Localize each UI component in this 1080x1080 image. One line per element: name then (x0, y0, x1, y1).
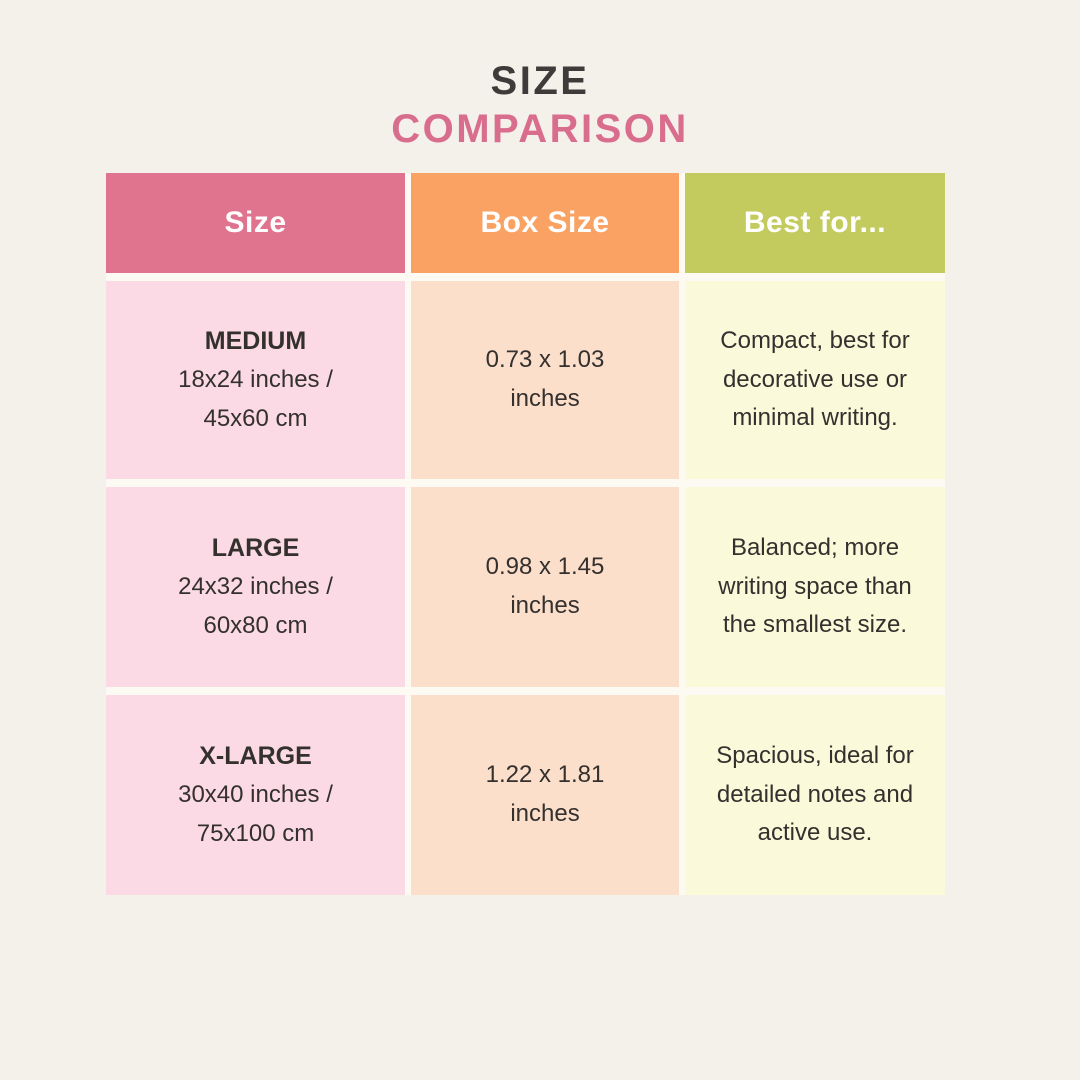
size-dimensions-inches: 18x24 inches / (178, 366, 333, 394)
best-for-cell: Balanced; more writing space than the sm… (685, 487, 945, 687)
title-line-comparison: COMPARISON (391, 107, 689, 151)
size-name: LARGE (211, 533, 300, 562)
box-size-value: 1.22 x 1.81 inches (485, 761, 605, 827)
size-dimensions-inches: 30x40 inches / (178, 781, 333, 809)
size-cell: MEDIUM 18x24 inches / 45x60 cm (106, 281, 405, 479)
size-name: X-LARGE (199, 741, 312, 770)
size-name: MEDIUM (204, 326, 307, 355)
size-cell: X-LARGE 30x40 inches / 75x100 cm (106, 695, 405, 895)
size-cell: LARGE 24x32 inches / 60x80 cm (106, 487, 405, 687)
best-for-text: Balanced; more writing space than the sm… (718, 533, 912, 639)
column-header-size: Size (106, 173, 405, 273)
size-dimensions-inches: 24x32 inches / (178, 573, 333, 601)
column-header-box-size: Box Size (411, 173, 679, 273)
size-dimensions-cm: 60x80 cm (203, 612, 308, 640)
box-size-cell: 0.73 x 1.03 inches (411, 281, 679, 479)
size-comparison-table: Size Box Size Best for... MEDIUM 18x24 i… (106, 173, 945, 895)
title-line-size: SIZE (490, 59, 590, 103)
size-dimensions-cm: 45x60 cm (203, 405, 308, 433)
best-for-text: Spacious, ideal for detailed notes and a… (716, 741, 914, 847)
best-for-text: Compact, best for decorative use or mini… (720, 326, 910, 432)
page-title: SIZE COMPARISON (0, 57, 1080, 153)
box-size-value: 0.98 x 1.45 inches (485, 553, 605, 619)
box-size-cell: 1.22 x 1.81 inches (411, 695, 679, 895)
column-header-best-for: Best for... (685, 173, 945, 273)
best-for-cell: Spacious, ideal for detailed notes and a… (685, 695, 945, 895)
box-size-value: 0.73 x 1.03 inches (485, 346, 605, 412)
best-for-cell: Compact, best for decorative use or mini… (685, 281, 945, 479)
box-size-cell: 0.98 x 1.45 inches (411, 487, 679, 687)
size-dimensions-cm: 75x100 cm (196, 820, 315, 848)
